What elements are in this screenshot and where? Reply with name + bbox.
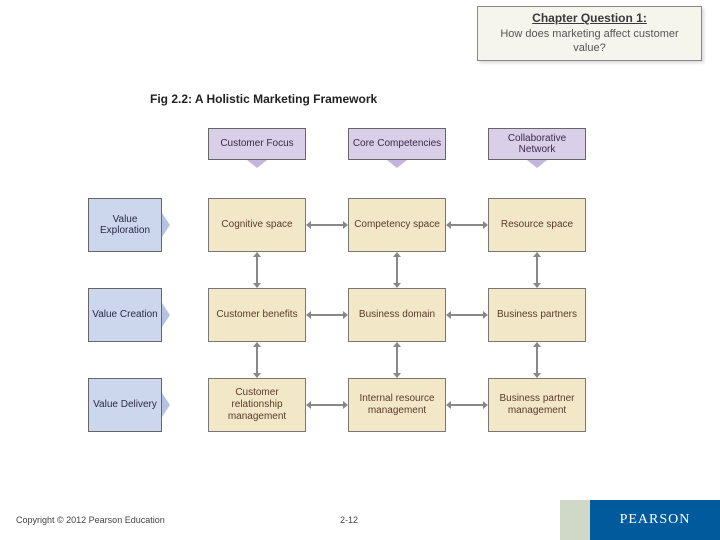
chevron-right-icon	[162, 393, 170, 417]
copyright-text: Copyright © 2012 Pearson Education	[16, 515, 165, 525]
callout-text: How does marketing affect customer value…	[484, 27, 695, 56]
double-arrow-vertical	[256, 347, 258, 373]
chevron-down-icon	[247, 160, 267, 168]
col-header-label: Collaborative Network	[488, 128, 586, 160]
matrix-cell: Resource space	[488, 198, 586, 252]
matrix-cell: Competency space	[348, 198, 446, 252]
matrix-cell: Internal resource management	[348, 378, 446, 432]
pearson-logo: PEARSON	[590, 500, 720, 540]
double-arrow-vertical	[536, 347, 538, 373]
page-number: 2-12	[340, 515, 358, 525]
figure-title: Fig 2.2: A Holistic Marketing Framework	[150, 92, 377, 106]
callout-title: Chapter Question 1:	[484, 11, 695, 25]
double-arrow-vertical	[536, 257, 538, 283]
chevron-down-icon	[527, 160, 547, 168]
matrix-cell: Customer benefits	[208, 288, 306, 342]
chapter-question-callout: Chapter Question 1: How does marketing a…	[477, 6, 702, 61]
matrix-cell: Cognitive space	[208, 198, 306, 252]
double-arrow-vertical	[396, 257, 398, 283]
col-header: Customer Focus	[208, 128, 306, 168]
double-arrow-horizontal	[451, 224, 483, 226]
col-header-label: Customer Focus	[208, 128, 306, 160]
footer: Copyright © 2012 Pearson Education 2-12 …	[0, 500, 720, 540]
holistic-marketing-diagram: Customer Focus Core Competencies Collabora…	[88, 128, 608, 458]
chevron-right-icon	[162, 213, 170, 237]
row-header-label: Value Exploration	[88, 198, 162, 252]
row-header: Value Delivery	[88, 378, 170, 432]
col-header-label: Core Competencies	[348, 128, 446, 160]
row-header: Value Creation	[88, 288, 170, 342]
row-header: Value Exploration	[88, 198, 170, 252]
matrix-cell: Business partners	[488, 288, 586, 342]
double-arrow-horizontal	[311, 224, 343, 226]
col-header: Core Competencies	[348, 128, 446, 168]
row-header-label: Value Delivery	[88, 378, 162, 432]
brand-text: PEARSON	[620, 512, 691, 528]
double-arrow-horizontal	[311, 404, 343, 406]
col-header: Collaborative Network	[488, 128, 586, 168]
matrix-cell: Business partner management	[488, 378, 586, 432]
chevron-down-icon	[387, 160, 407, 168]
chevron-right-icon	[162, 303, 170, 327]
double-arrow-vertical	[396, 347, 398, 373]
double-arrow-horizontal	[451, 314, 483, 316]
double-arrow-horizontal	[451, 404, 483, 406]
double-arrow-horizontal	[311, 314, 343, 316]
double-arrow-vertical	[256, 257, 258, 283]
matrix-cell: Business domain	[348, 288, 446, 342]
matrix-cell: Customer relationship management	[208, 378, 306, 432]
row-header-label: Value Creation	[88, 288, 162, 342]
